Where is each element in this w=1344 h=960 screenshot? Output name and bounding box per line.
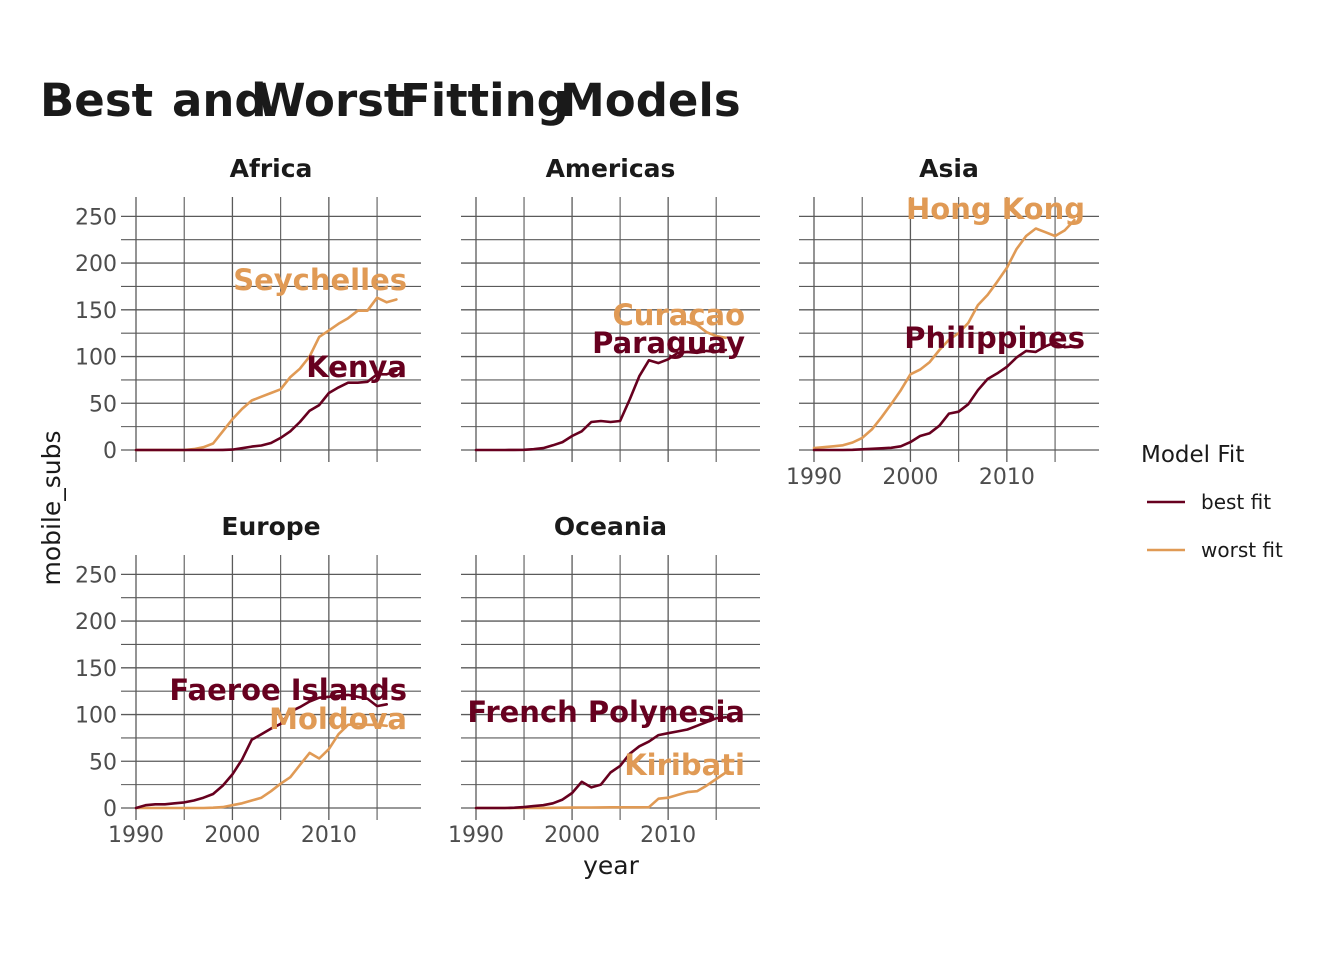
x-tick-label-oceania: 2000: [544, 823, 600, 848]
series-label-kenya: Kenya: [306, 350, 407, 384]
facet-panels: Africa 0 50 100 150 200 250 Kenya Seychelles Amer…: [75, 154, 1099, 848]
panel-oceania: Oceania 1990 2000 2010 French Polynesia Kirib…: [448, 512, 760, 848]
series-label-kiribati: Kiribati: [624, 748, 745, 782]
panel-title-oceania: Oceania: [554, 512, 667, 541]
title-word-2: and: [172, 74, 267, 127]
y-axis-title: mobile_subs: [37, 430, 66, 585]
panel-title-americas: Americas: [546, 154, 676, 183]
series-label-philippines: Philippines: [904, 321, 1085, 355]
panel-europe: Europe 0 50 100 150 200 250 1990 2000 2010 Faeroe …: [75, 512, 421, 848]
y-tick-label-africa: 250: [75, 205, 117, 230]
legend: Model Fit best fit worst fit: [1141, 442, 1283, 562]
chart-title: Best and Worst Fitting Models: [40, 74, 741, 127]
y-tick-label-africa: 150: [75, 299, 117, 324]
y-tick-label-europe: 200: [75, 610, 117, 635]
series-label-curacao: Curacao: [613, 298, 745, 332]
series-line-moldova: [134, 722, 389, 810]
title-word-1: Best: [40, 74, 153, 127]
series-label-faeroe-islands: Faeroe Islands: [169, 673, 407, 707]
y-tick-label-africa: 50: [89, 392, 117, 417]
series-label-french-polynesia: French Polynesia: [467, 695, 745, 729]
title-word-4: Fitting: [400, 74, 569, 127]
panel-title-europe: Europe: [221, 512, 320, 541]
x-tick-label-europe: 1990: [108, 823, 164, 848]
series-line-hong-kong: [812, 218, 1076, 450]
series-label-paraguay: Paraguay: [592, 326, 745, 360]
series-label-moldova: Moldova: [269, 702, 407, 736]
series-line-faeroe-islands: [134, 693, 389, 810]
series-line-paraguay: [474, 348, 728, 452]
panel-title-africa: Africa: [230, 154, 313, 183]
x-tick-label-europe: 2000: [204, 823, 260, 848]
legend-title: Model Fit: [1141, 442, 1244, 468]
panel-africa: Africa 0 50 100 150 200 250 Kenya Seychelles: [75, 154, 421, 464]
title-word-5: Models: [560, 74, 741, 127]
x-tick-label-europe: 2010: [301, 823, 357, 848]
y-tick-label-europe: 0: [103, 797, 117, 822]
legend-label-best-fit: best fit: [1201, 490, 1271, 514]
panel-title-asia: Asia: [919, 154, 979, 183]
y-tick-label-europe: 100: [75, 704, 117, 729]
series-line-kenya: [134, 369, 398, 452]
title-word-3: Worst: [256, 74, 405, 127]
y-tick-label-europe: 150: [75, 657, 117, 682]
x-tick-label-oceania: 2010: [640, 823, 696, 848]
x-tick-label-oceania: 1990: [448, 823, 504, 848]
x-tick-label-asia: 2000: [882, 465, 938, 490]
panel-asia: Asia 1990 2000 2010 Philippines Hong Kong: [786, 154, 1099, 490]
series-label-hong-kong: Hong Kong: [906, 192, 1085, 226]
y-tick-label-africa: 200: [75, 252, 117, 277]
x-tick-label-asia: 2010: [979, 465, 1035, 490]
series-line-philippines: [812, 341, 1076, 452]
x-axis-title: year: [583, 851, 639, 880]
series-line-curacao: [686, 320, 728, 340]
y-tick-label-europe: 250: [75, 563, 117, 588]
y-tick-label-europe: 50: [89, 750, 117, 775]
series-line-french-polynesia: [474, 715, 728, 810]
y-tick-label-africa: 0: [103, 439, 117, 464]
series-label-seychelles: Seychelles: [233, 263, 407, 297]
y-tick-label-africa: 100: [75, 346, 117, 371]
x-tick-label-asia: 1990: [786, 465, 842, 490]
legend-label-worst-fit: worst fit: [1201, 538, 1283, 562]
